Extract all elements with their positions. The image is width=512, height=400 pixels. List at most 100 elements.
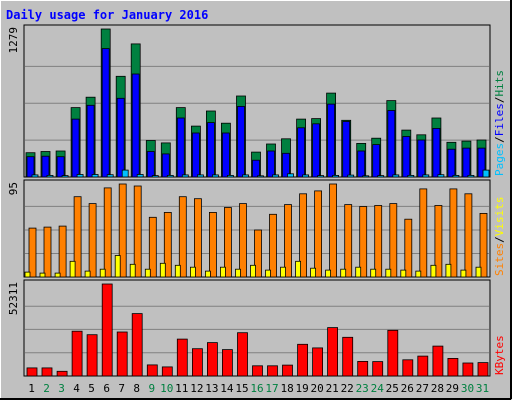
x-tick-label: 5 (88, 382, 95, 395)
pages-bar-20 (317, 175, 325, 178)
sites-bar-9 (144, 268, 151, 278)
kbytes-bar-31 (477, 362, 489, 377)
x-tick-label: 15 (235, 382, 248, 395)
kbytes-bar-16 (252, 365, 263, 377)
kbytes-bar-3 (56, 370, 68, 377)
pages-bar-6 (106, 174, 114, 178)
sites-bar-15 (235, 268, 241, 278)
sites-bar-21 (325, 269, 332, 278)
files-bar-18 (282, 152, 290, 178)
files-bar-25 (387, 110, 396, 178)
pages-bar-18 (287, 173, 294, 178)
x-tick-label: 26 (401, 382, 414, 395)
x-tick-label: 17 (265, 382, 278, 395)
files-bar-14 (221, 132, 230, 178)
x-tick-label: 8 (133, 382, 140, 395)
x-tick-label: 20 (310, 382, 323, 395)
sites-bar-14 (219, 266, 226, 278)
visits-bar-14 (223, 207, 232, 278)
visits-bar-7 (118, 183, 127, 278)
visits-bar-10 (163, 211, 172, 278)
files-bar-12 (191, 132, 200, 178)
sites-bar-20 (310, 267, 317, 278)
kbytes-bar-22 (342, 336, 354, 377)
files-bar-22 (342, 121, 351, 178)
sites-bar-3 (54, 272, 61, 278)
visits-bar-16 (254, 229, 262, 278)
pages-bar-30 (467, 174, 475, 178)
kbytes-bar-14 (221, 349, 233, 377)
pages-bar-14 (226, 174, 234, 178)
kbytes-bar-18 (282, 364, 293, 377)
x-tick-label: 16 (250, 382, 263, 395)
x-tick-label: 12 (190, 382, 203, 395)
legend-sep: / (493, 97, 506, 104)
visits-bar-30 (464, 193, 473, 278)
visits-bar-22 (344, 204, 353, 278)
kbytes-bar-19 (297, 343, 309, 377)
legend-visits: Visits (493, 197, 506, 237)
files-bar-31 (477, 147, 486, 178)
files-bar-7 (116, 97, 125, 178)
visits-bar-19 (299, 193, 308, 278)
x-tick-label: 13 (205, 382, 218, 395)
files-bar-3 (56, 156, 65, 178)
files-bar-10 (161, 153, 170, 178)
x-tick-label: 11 (175, 382, 188, 395)
pages-bar-16 (257, 175, 264, 178)
legend-hits: Hits (493, 70, 506, 97)
x-tick-label: 9 (148, 382, 155, 395)
pages-bar-17 (272, 174, 279, 178)
files-bar-6 (101, 48, 110, 178)
visits-bar-28 (434, 205, 443, 278)
kbytes-bar-12 (191, 348, 203, 377)
sites-bar-26 (400, 269, 407, 278)
visits-bar-27 (419, 188, 428, 278)
pages-bar-28 (437, 174, 445, 178)
visits-bar-3 (58, 225, 67, 278)
kbytes-bar-23 (357, 360, 369, 377)
pages-bar-12 (196, 174, 204, 178)
sites-bar-22 (340, 268, 347, 278)
sites-bar-16 (250, 264, 256, 278)
visits-bar-31 (479, 212, 488, 278)
x-tick-label: 6 (103, 382, 110, 395)
pages-bar-27 (422, 174, 430, 178)
files-bar-24 (372, 144, 381, 178)
y-max-label-3: 52311 (7, 282, 20, 315)
sites-bar-13 (204, 270, 211, 278)
pages-bar-8 (136, 174, 144, 178)
sites-bar-8 (129, 263, 136, 278)
pages-bar-4 (76, 174, 84, 178)
kbytes-bar-25 (387, 329, 399, 377)
sites-bar-24 (370, 268, 377, 278)
legend-bottom: KBytes (493, 335, 506, 375)
kbytes-bar-4 (71, 330, 83, 377)
x-tick-label: 31 (476, 382, 489, 395)
kbytes-bar-27 (417, 355, 429, 377)
sites-bar-10 (159, 262, 166, 278)
pages-bar-24 (377, 175, 385, 178)
x-tick-label: 14 (220, 382, 234, 395)
files-bar-1 (26, 156, 35, 178)
x-tick-label: 25 (386, 382, 399, 395)
x-tick-label: 7 (118, 382, 125, 395)
sites-bar-19 (295, 260, 302, 278)
x-tick-label: 1 (28, 382, 35, 395)
x-tick-label: 21 (326, 382, 339, 395)
visits-bar-1 (28, 227, 37, 278)
visits-bar-23 (359, 206, 368, 278)
files-bar-23 (357, 150, 366, 178)
pages-bar-29 (452, 174, 460, 178)
files-bar-16 (252, 159, 260, 178)
x-tick-label: 23 (356, 382, 369, 395)
visits-bar-18 (284, 204, 292, 278)
visits-bar-26 (404, 218, 413, 278)
sites-bar-28 (430, 264, 437, 278)
kbytes-bar-20 (312, 347, 324, 377)
kbytes-bar-17 (267, 365, 278, 377)
kbytes-bar-13 (206, 342, 218, 377)
visits-bar-2 (43, 226, 52, 278)
pages-bar-3 (61, 175, 69, 178)
